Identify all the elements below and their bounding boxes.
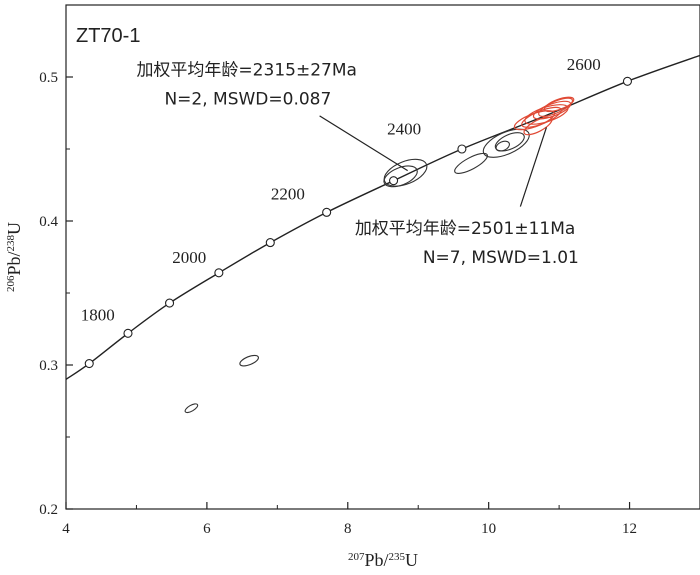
error-ellipse-main [543,96,575,113]
y-axis-ticks: 0.2 0.3 0.4 0.5 [39,4,73,518]
age-marker [84,359,94,369]
age-marker-layer [84,76,632,369]
error-ellipse-discordant [184,403,199,414]
annotation-line1-1: 加权平均年龄=2315±27Ma [136,61,356,81]
age-marker [457,144,467,154]
x-tick-label: 8 [344,521,352,537]
annotation-line1-2: 加权平均年龄=2501±11Ma [355,219,575,239]
plot-frame [65,4,700,510]
y-axis-title-sup1: 206 [5,275,17,292]
x-axis-title-sup2: 235 [389,551,406,563]
annotation-layer: 加权平均年龄=2315±27Ma N=2, MSWD=0.087 加权平均年龄=25… [136,61,578,268]
x-axis-title-main2: U [405,550,418,570]
age-label: 2600 [567,55,601,74]
error-ellipse-discordant [239,354,259,367]
error-ellipse-discordant [482,128,530,158]
annotation-pointer-2 [519,127,548,207]
x-axis-title: 207Pb/235U [348,550,418,570]
age-label: 2000 [172,248,206,267]
age-marker [165,298,175,308]
error-ellipse-inherited [383,158,428,187]
age-marker [123,328,133,338]
age-marker [389,176,399,186]
sample-label: ZT70-1 [76,25,140,47]
error-ellipse-discordant [454,152,489,174]
y-tick-label: 0.2 [39,502,58,518]
error-ellipse-discordant [495,140,510,152]
y-tick-label: 0.3 [39,358,58,374]
y-axis-title-sup2: 238 [5,234,17,251]
age-marker [265,238,275,248]
annotation-pointer-1 [319,115,408,172]
age-label: 2400 [387,120,421,139]
error-ellipse-main [523,116,553,136]
x-tick-label: 4 [62,521,70,537]
y-axis-title-main2: U [4,222,24,235]
x-tick-label: 12 [622,521,637,537]
age-marker [214,268,224,278]
age-label: 1800 [81,305,115,324]
x-tick-label: 6 [203,521,211,537]
x-axis-title-sup1: 207 [348,551,365,563]
ellipse-layer [184,96,575,414]
y-tick-label: 0.4 [39,214,58,230]
annotation-line2-2: N=7, MSWD=1.01 [423,248,579,268]
y-axis-title-main1: Pb/ [4,251,24,275]
y-axis-title: 206Pb/238U [4,222,24,292]
error-ellipse-inherited [383,165,418,188]
x-tick-label: 10 [481,521,496,537]
age-marker [622,76,632,86]
age-label-layer: 1800 2000 2200 2400 2600 [81,55,601,325]
age-label: 2200 [271,184,305,203]
x-axis-ticks: 4 6 8 10 12 [62,502,637,537]
age-marker [322,207,332,217]
y-tick-label: 0.5 [39,70,58,86]
x-axis-title-main1: Pb/ [364,550,388,570]
annotation-line2-1: N=2, MSWD=0.087 [164,90,331,110]
